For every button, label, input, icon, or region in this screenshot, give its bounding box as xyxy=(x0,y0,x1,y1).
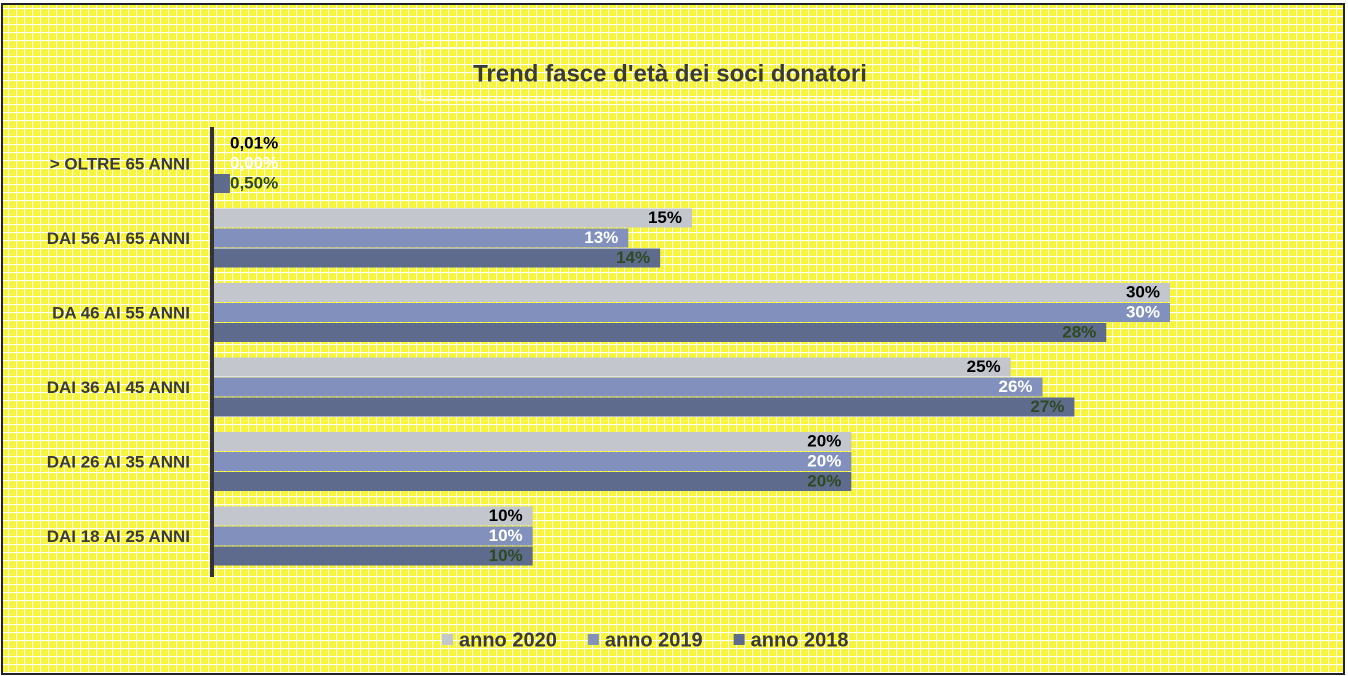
data-label: 20% xyxy=(807,471,841,490)
y-tick-label: DAI 18 AI 25 ANNI xyxy=(47,527,190,546)
data-label: 14% xyxy=(616,248,650,267)
data-label: 10% xyxy=(489,506,523,525)
bar xyxy=(214,472,852,491)
title-box xyxy=(419,47,921,101)
bar xyxy=(214,323,1107,342)
legend-swatch xyxy=(442,634,453,645)
data-label: 28% xyxy=(1062,322,1096,341)
legend-swatch xyxy=(733,634,745,645)
bar xyxy=(214,377,1043,397)
legend-swatch xyxy=(587,634,599,645)
legend-label: anno 2018 xyxy=(751,629,849,651)
y-tick-label: DAI 26 AI 35 ANNI xyxy=(47,452,190,471)
y-tick-label: DA 46 AI 55 ANNI xyxy=(52,303,190,322)
data-label: 10% xyxy=(489,526,523,545)
data-label: 0,00% xyxy=(230,153,278,172)
data-label: 20% xyxy=(807,451,841,470)
bar xyxy=(214,174,230,193)
data-label: 25% xyxy=(967,357,1001,376)
bar xyxy=(214,526,533,546)
data-label: 0,50% xyxy=(230,173,278,192)
y-tick-label: DAI 56 AI 65 ANNI xyxy=(47,229,190,248)
bar xyxy=(214,303,1170,322)
legend-label: anno 2020 xyxy=(459,629,557,651)
bar xyxy=(214,506,533,526)
chart-title: Trend fasce d'età dei soci donatori xyxy=(473,60,867,87)
bar xyxy=(214,357,1011,377)
bar xyxy=(214,432,852,451)
data-label: 27% xyxy=(1030,397,1064,416)
data-label: 10% xyxy=(489,546,523,565)
bar xyxy=(214,452,852,471)
data-label: 30% xyxy=(1126,302,1160,321)
legend-label: anno 2019 xyxy=(605,629,703,651)
y-tick-label: > OLTRE 65 ANNI xyxy=(50,154,190,173)
bar xyxy=(214,397,1075,417)
data-label: 20% xyxy=(807,431,841,450)
data-label: 13% xyxy=(584,228,618,247)
data-label: 0,01% xyxy=(230,133,278,152)
data-label: 15% xyxy=(648,208,682,227)
data-label: 26% xyxy=(999,377,1033,396)
bar xyxy=(214,283,1170,302)
bar xyxy=(214,208,692,228)
bar xyxy=(214,546,533,566)
bar xyxy=(214,248,661,268)
data-label: 30% xyxy=(1126,282,1160,301)
y-tick-label: DAI 36 AI 45 ANNI xyxy=(47,378,190,397)
bar xyxy=(214,228,629,248)
